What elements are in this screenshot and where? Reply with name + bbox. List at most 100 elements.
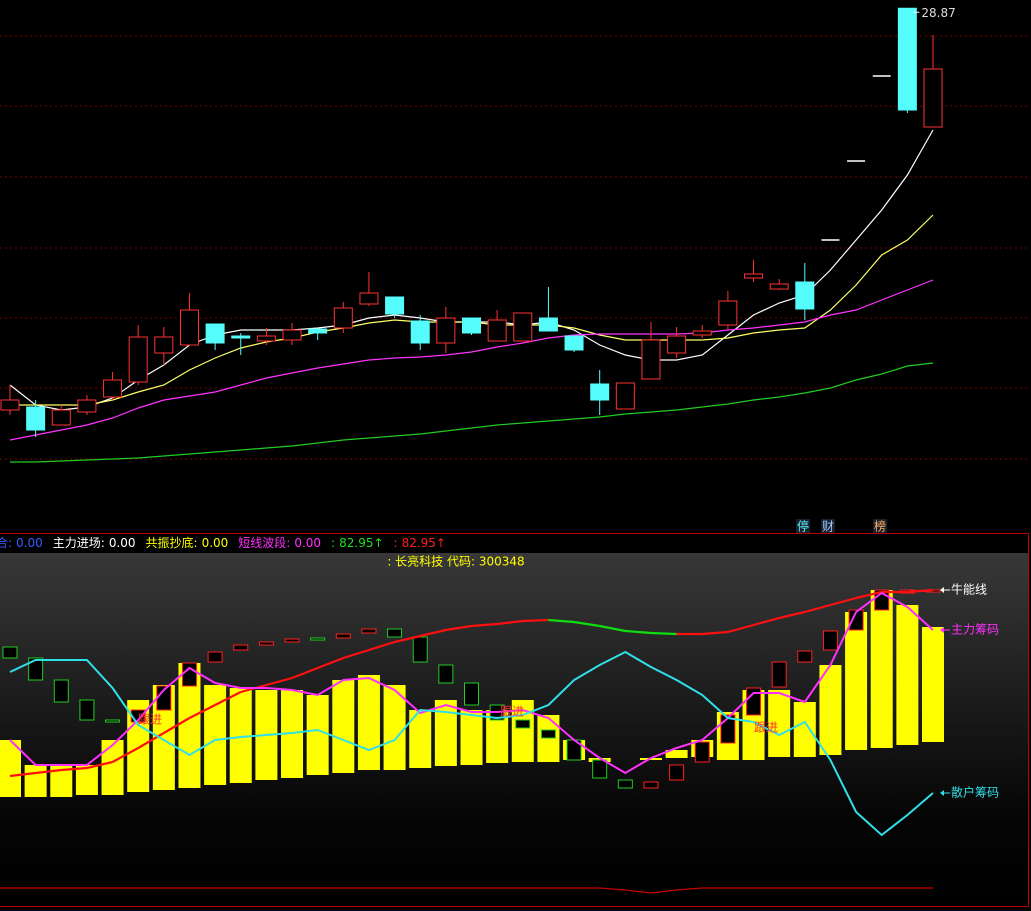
indicator-value: 0.00 [16, 536, 43, 550]
column [870, 590, 893, 748]
legend-label: 牛能线 [951, 582, 987, 597]
column [332, 680, 355, 773]
line-segment [9, 771, 36, 778]
legend-label: 主力筹码 [951, 623, 999, 637]
toolbar-icon[interactable] [821, 519, 835, 533]
line [0, 887, 933, 894]
column [204, 685, 227, 785]
line [9, 591, 934, 775]
indicator-label: 主力进场: [53, 536, 105, 550]
toolbar-icon[interactable] [796, 519, 810, 533]
signal-box [643, 781, 659, 789]
candle-body [487, 319, 507, 342]
legend-arrow-head [940, 790, 944, 796]
signal-box [233, 644, 249, 651]
moving-average [9, 129, 934, 411]
line-segment [573, 620, 600, 628]
line-segment [599, 624, 626, 633]
candle-body [667, 335, 687, 354]
signal-box [53, 679, 69, 703]
indicator-value: 0.00 [202, 536, 229, 550]
line-segment [137, 732, 165, 749]
candle-body [564, 335, 584, 351]
line-segment [778, 610, 806, 620]
toolbar-label: 财 [822, 520, 834, 534]
candle-body [179, 309, 199, 346]
line-segment [291, 666, 319, 680]
frame [0, 533, 1029, 907]
signal-box [617, 779, 633, 789]
line-segment [394, 634, 421, 644]
column [845, 612, 868, 750]
column [178, 663, 201, 788]
line-segment [266, 676, 293, 687]
signal-box [2, 646, 18, 659]
candle-body [410, 320, 430, 344]
signal-box [105, 719, 121, 723]
signal-box [438, 664, 454, 684]
line-segment [497, 619, 523, 626]
candle-body [744, 273, 764, 279]
signal-box [746, 687, 762, 716]
candle-body [26, 406, 46, 431]
indicator-value: 82.95↑ [339, 536, 383, 550]
candle-body [513, 312, 533, 342]
column [793, 702, 816, 757]
line-segment [650, 631, 677, 636]
annotation: 跟进 [754, 721, 778, 735]
candle-body [769, 283, 789, 290]
line-segment [830, 596, 857, 607]
signal-box [797, 650, 813, 663]
line-segment [214, 691, 242, 706]
candle-body [590, 383, 610, 401]
candle-body [923, 68, 943, 128]
candle-body [308, 328, 328, 334]
indicator-label: : [394, 536, 398, 550]
indicator-bar: 合: 0.00 主力进场: 0.00 共振抄底: 0.00 短线波段: 0.00:82.95↑… [0, 535, 446, 550]
column [101, 740, 124, 795]
indicator-label: : [331, 536, 335, 550]
column [665, 750, 688, 758]
column [357, 675, 380, 770]
line-segment [471, 622, 498, 628]
candle-body [615, 382, 635, 410]
line-segment [727, 623, 754, 634]
candle-body [0, 399, 20, 411]
candle-body [77, 399, 97, 413]
toolbar-icon[interactable] [873, 519, 887, 533]
signal-box [28, 657, 44, 681]
signal-box [669, 764, 685, 781]
price-chart: 28.87 [0, 6, 956, 463]
candle-body [51, 409, 71, 426]
signal-box [335, 633, 351, 639]
legend-label: 散户筹码 [951, 785, 999, 800]
column [819, 665, 842, 755]
legend-arrow-head [940, 587, 944, 593]
line-segment [188, 704, 216, 719]
line-segment [855, 590, 882, 600]
signal-box [258, 641, 274, 646]
candle-body [128, 336, 148, 383]
candle-body [333, 307, 353, 329]
top-grid [0, 35, 1028, 460]
candle-body [154, 336, 174, 354]
column [0, 740, 21, 797]
column [460, 710, 483, 765]
signal-box [464, 682, 479, 706]
candle-body [436, 317, 456, 344]
signal-box [515, 719, 531, 729]
candle-body [205, 323, 225, 344]
column [127, 700, 150, 792]
chart-title: : 长亮科技 代码: 300348 [387, 554, 524, 569]
signal-box [412, 636, 428, 663]
chrome: 停财榜合: 0.00 主力进场: 0.00 共振抄底: 0.00 短线波段: 0.00:82.… [0, 519, 887, 550]
toolbar-label: 榜 [874, 519, 886, 534]
indicator-label: 共振抄底: [146, 535, 198, 550]
indicator-value: 0.00 [294, 536, 321, 550]
signal-box [540, 729, 556, 739]
line-segment [112, 747, 139, 763]
annotation: 跟进 [138, 713, 162, 727]
candle-body [718, 300, 738, 326]
candle-body [103, 379, 123, 398]
moving-average [9, 279, 934, 441]
